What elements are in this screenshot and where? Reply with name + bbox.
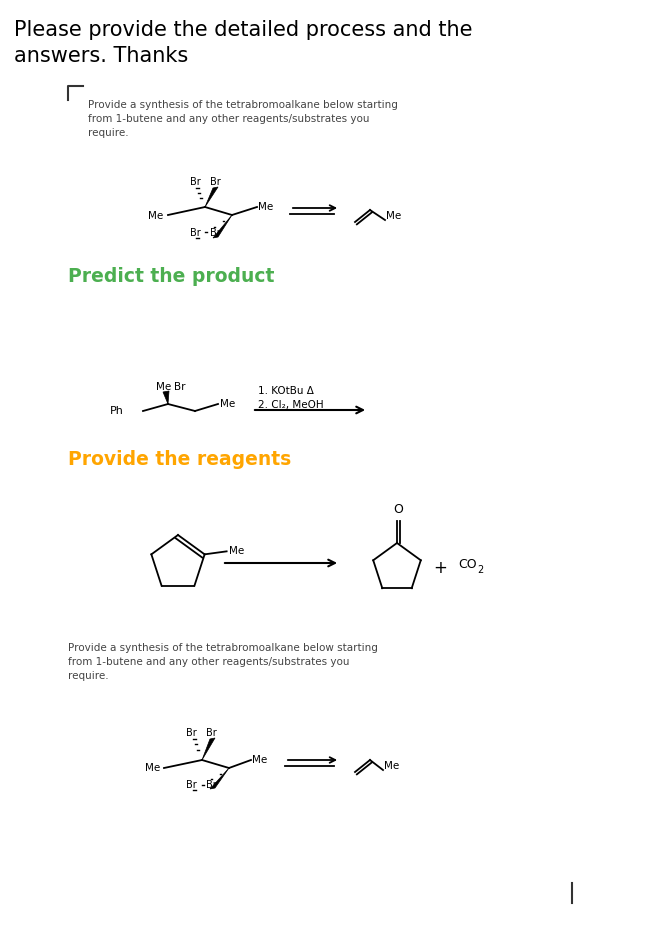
Polygon shape bbox=[163, 391, 169, 404]
Text: Provide the reagents: Provide the reagents bbox=[68, 450, 291, 469]
Polygon shape bbox=[202, 738, 215, 760]
Text: 2: 2 bbox=[477, 565, 483, 575]
Text: Me: Me bbox=[252, 755, 267, 765]
Text: Br: Br bbox=[190, 177, 201, 187]
Text: require.: require. bbox=[88, 128, 128, 138]
Text: Please provide the detailed process and the: Please provide the detailed process and … bbox=[14, 20, 472, 40]
Text: Br: Br bbox=[190, 228, 201, 238]
Text: Me: Me bbox=[145, 763, 160, 773]
Text: Br: Br bbox=[206, 780, 216, 790]
Text: 1. KOtBu Δ: 1. KOtBu Δ bbox=[258, 386, 314, 396]
Text: Me: Me bbox=[156, 382, 171, 392]
Text: Provide a synthesis of the tetrabromoalkane below starting: Provide a synthesis of the tetrabromoalk… bbox=[88, 100, 398, 110]
Polygon shape bbox=[210, 768, 229, 789]
Text: Provide a synthesis of the tetrabromoalkane below starting: Provide a synthesis of the tetrabromoalk… bbox=[68, 643, 378, 653]
Text: Br: Br bbox=[206, 728, 216, 738]
Text: CO: CO bbox=[458, 557, 477, 570]
Text: Me: Me bbox=[258, 202, 273, 212]
Text: Me: Me bbox=[386, 211, 401, 221]
Text: 2. Cl₂, MeOH: 2. Cl₂, MeOH bbox=[258, 400, 323, 410]
Text: +: + bbox=[433, 559, 447, 577]
Text: from 1-butene and any other reagents/substrates you: from 1-butene and any other reagents/sub… bbox=[88, 114, 369, 124]
Text: Br: Br bbox=[186, 728, 197, 738]
Text: Br: Br bbox=[210, 177, 221, 187]
Polygon shape bbox=[213, 215, 232, 238]
Text: O: O bbox=[393, 503, 404, 516]
Text: require.: require. bbox=[68, 671, 109, 681]
Text: Me: Me bbox=[384, 761, 399, 771]
Text: Ph: Ph bbox=[110, 406, 124, 416]
Text: Me: Me bbox=[220, 399, 235, 409]
Text: Br: Br bbox=[174, 382, 185, 392]
Text: from 1-butene and any other reagents/substrates you: from 1-butene and any other reagents/sub… bbox=[68, 657, 349, 667]
Text: Predict the product: Predict the product bbox=[68, 267, 274, 286]
Text: Me: Me bbox=[148, 211, 163, 221]
Polygon shape bbox=[205, 187, 218, 207]
Text: Me: Me bbox=[229, 546, 244, 556]
Text: Br: Br bbox=[186, 780, 197, 790]
Text: answers. Thanks: answers. Thanks bbox=[14, 46, 189, 66]
Text: Br: Br bbox=[210, 228, 221, 238]
